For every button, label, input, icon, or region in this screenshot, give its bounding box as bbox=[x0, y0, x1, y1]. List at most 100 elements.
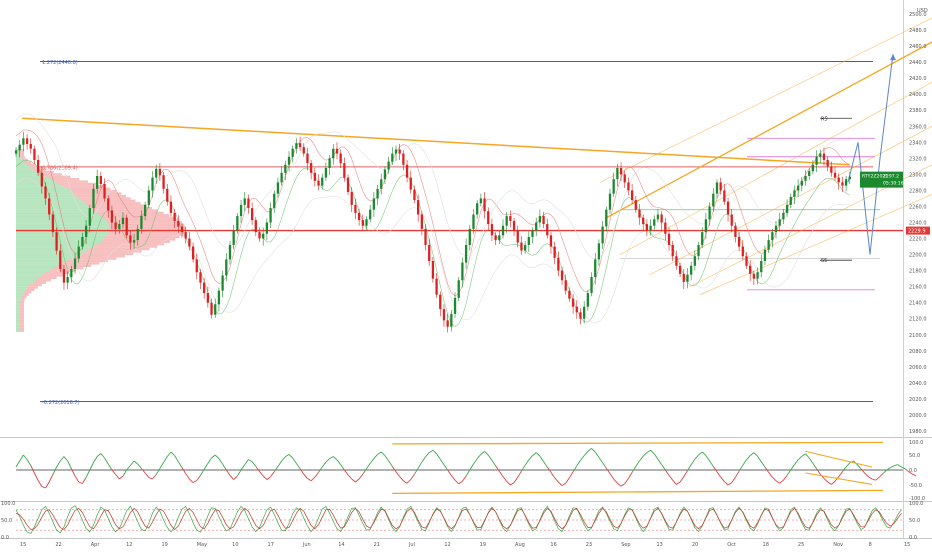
time-tick-label: 14 bbox=[338, 542, 344, 548]
volume-profile-bar-up bbox=[16, 211, 97, 215]
osc-segment bbox=[355, 478, 360, 483]
price-tick-label: 2160.0 bbox=[909, 285, 927, 291]
osc-segment bbox=[901, 466, 906, 470]
candle-body bbox=[767, 240, 770, 250]
osc-segment bbox=[576, 460, 581, 467]
osc-segment bbox=[790, 464, 795, 471]
osc-segment bbox=[321, 461, 327, 468]
osc-segment bbox=[89, 462, 94, 471]
candle-body bbox=[774, 225, 778, 233]
candle-body bbox=[88, 208, 91, 226]
osc-segment bbox=[775, 480, 780, 484]
osc-segment bbox=[107, 463, 113, 471]
stoch-tick-label: 0.0 bbox=[909, 535, 917, 541]
time-tick-label: 25 bbox=[798, 542, 804, 548]
candle-body bbox=[560, 270, 564, 281]
candle-body bbox=[147, 190, 150, 205]
osc-segment bbox=[639, 455, 644, 462]
candle-body bbox=[169, 201, 173, 213]
candle-body bbox=[280, 172, 283, 183]
volume-profile-bar-up bbox=[16, 305, 20, 308]
osc-segment bbox=[783, 475, 788, 481]
osc-segment bbox=[816, 468, 821, 475]
volume-profile-bar-down bbox=[51, 178, 80, 181]
osc-segment bbox=[469, 463, 474, 471]
osc-segment bbox=[432, 449, 437, 455]
price-tick-label: 2240.0 bbox=[909, 221, 927, 227]
candle-body bbox=[509, 216, 512, 221]
osc-segment bbox=[827, 481, 832, 485]
osc-segment bbox=[864, 472, 869, 477]
time-tick-label: 21 bbox=[374, 542, 380, 548]
candle-body bbox=[715, 182, 719, 194]
volume-profile-bar-up bbox=[16, 206, 91, 210]
price-tick-label: 2080.0 bbox=[909, 349, 927, 355]
volume-profile-bar-down bbox=[97, 211, 164, 215]
candle-body bbox=[295, 143, 298, 149]
candle-body bbox=[439, 294, 442, 310]
osc-segment bbox=[152, 474, 157, 480]
osc-segment bbox=[318, 466, 323, 473]
candle-body bbox=[405, 164, 409, 178]
volume-profile-bar-down bbox=[49, 269, 77, 272]
price-tick-label: 2060.0 bbox=[909, 365, 927, 371]
candle-body bbox=[649, 225, 652, 231]
osc-segment bbox=[303, 473, 308, 479]
osc-segment bbox=[93, 456, 98, 463]
candle-body bbox=[103, 184, 106, 199]
osc-segment bbox=[384, 455, 389, 462]
candle-body bbox=[745, 256, 748, 266]
osc-segment bbox=[709, 460, 714, 467]
fib-line-label: 1.272(2440.8) bbox=[42, 60, 78, 66]
osc-segment bbox=[513, 476, 519, 483]
osc-segment bbox=[480, 451, 485, 455]
osc-segment bbox=[801, 453, 806, 457]
osc-segment bbox=[362, 468, 367, 475]
candle-body bbox=[25, 138, 29, 144]
volume-profile-bar-up bbox=[16, 218, 105, 222]
candle-body bbox=[630, 190, 634, 201]
osc-segment bbox=[37, 480, 43, 487]
candle-body bbox=[442, 309, 446, 321]
volume-profile-bar-down bbox=[24, 291, 32, 294]
volume-profile-bar-up bbox=[16, 295, 22, 299]
volume-profile-bar-up bbox=[16, 262, 62, 265]
projection-arrow bbox=[890, 54, 896, 61]
support-badge-label: 2229.9 bbox=[908, 229, 926, 235]
osc-segment bbox=[133, 460, 139, 465]
volume-profile-bar-down bbox=[74, 192, 122, 195]
price-tick-label: 2120.0 bbox=[909, 317, 927, 323]
stoch-tick-label-left: 0.0 bbox=[1, 535, 9, 541]
candle-body bbox=[490, 224, 494, 236]
volume-profile-bar-down bbox=[20, 319, 24, 323]
volume-profile-bar-down bbox=[20, 327, 24, 330]
osc-segment bbox=[613, 478, 618, 484]
candle-body bbox=[29, 143, 32, 149]
osc-segment bbox=[428, 449, 434, 453]
osc-segment bbox=[554, 477, 559, 483]
osc-segment bbox=[207, 457, 212, 464]
stochastic-panel bbox=[15, 505, 903, 535]
osc-segment bbox=[845, 462, 851, 468]
volume-profile-bar-down bbox=[20, 303, 24, 306]
candle-body bbox=[40, 172, 43, 187]
osc-segment bbox=[436, 453, 441, 460]
osc-segment bbox=[558, 481, 563, 486]
candle-body bbox=[225, 259, 228, 276]
osc-segment bbox=[805, 453, 810, 459]
osc-segment bbox=[358, 473, 364, 480]
osc-segment bbox=[628, 472, 633, 479]
candle-body bbox=[14, 150, 18, 154]
volume-profile-bar-up bbox=[16, 254, 76, 258]
osc-segment bbox=[417, 461, 423, 469]
candle-body bbox=[778, 219, 781, 226]
osc-segment bbox=[642, 452, 648, 457]
volume-profile-bar-down bbox=[30, 283, 42, 287]
candle-body bbox=[623, 174, 626, 183]
candle-body bbox=[357, 212, 361, 221]
time-tick-label: 23 bbox=[586, 542, 592, 548]
candle-body bbox=[501, 225, 505, 236]
price-tick-label: 2020.0 bbox=[909, 397, 927, 403]
osc-segment bbox=[174, 455, 179, 462]
